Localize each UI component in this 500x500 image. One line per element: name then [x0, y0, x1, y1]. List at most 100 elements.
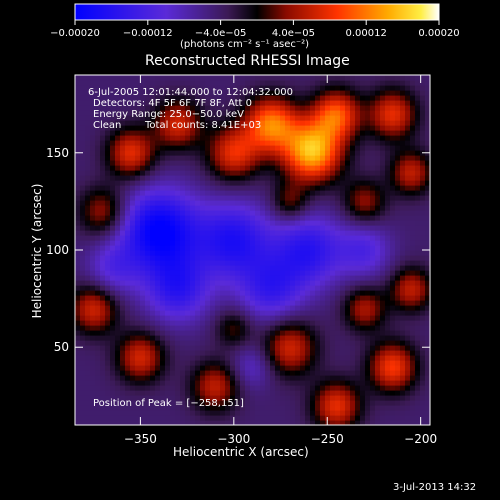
heatmap-cell [290, 75, 296, 81]
heatmap-cell [230, 265, 236, 271]
heatmap-cell [320, 295, 326, 301]
heatmap-cell [175, 95, 181, 101]
heatmap-cell [100, 145, 106, 151]
heatmap-cell [340, 165, 346, 171]
heatmap-cell [280, 180, 286, 186]
heatmap-cell [390, 265, 396, 271]
heatmap-cell [155, 360, 161, 366]
heatmap-cell [245, 340, 251, 346]
heatmap-cell [350, 335, 356, 341]
heatmap-cell [230, 340, 236, 346]
heatmap-cell [420, 165, 426, 171]
heatmap-cell [290, 225, 296, 231]
heatmap-cell [320, 380, 326, 386]
heatmap-cell [145, 115, 151, 121]
heatmap-cell [85, 415, 91, 421]
heatmap-cell [190, 205, 196, 211]
heatmap-cell [100, 250, 106, 256]
heatmap-cell [365, 275, 371, 281]
heatmap-cell [210, 250, 216, 256]
heatmap-cell [155, 390, 161, 396]
heatmap-cell [335, 395, 341, 401]
heatmap-cell [295, 340, 301, 346]
heatmap-cell [290, 240, 296, 246]
heatmap-cell [125, 225, 131, 231]
heatmap-cell [270, 195, 276, 201]
heatmap-cell [290, 385, 296, 391]
heatmap-cell [75, 265, 81, 271]
heatmap-cell [310, 265, 316, 271]
heatmap-cell [270, 225, 276, 231]
heatmap-cell [90, 305, 96, 311]
heatmap-cell [355, 405, 361, 411]
heatmap-cell [250, 110, 256, 116]
heatmap-cell [375, 135, 381, 141]
heatmap-cell [90, 300, 96, 306]
heatmap-cell [105, 135, 111, 141]
heatmap-cell [390, 340, 396, 346]
heatmap-cell [375, 305, 381, 311]
heatmap-cell [135, 160, 141, 166]
heatmap-cell [160, 360, 166, 366]
heatmap-cell [135, 180, 141, 186]
heatmap-cell [360, 350, 366, 356]
heatmap-cell [215, 190, 221, 196]
heatmap-cell [235, 75, 241, 81]
heatmap-cell [325, 80, 331, 86]
heatmap-cell [420, 325, 426, 331]
heatmap-cell [270, 290, 276, 296]
heatmap-cell [285, 335, 291, 341]
heatmap-cell [75, 305, 81, 311]
heatmap-cell [290, 375, 296, 381]
heatmap-cell [150, 380, 156, 386]
heatmap-cell [420, 220, 426, 226]
heatmap-cell [165, 155, 171, 161]
heatmap-cell [115, 210, 121, 216]
heatmap-cell [120, 320, 126, 326]
heatmap-cell [385, 125, 391, 131]
heatmap-cell [320, 120, 326, 126]
heatmap-cell [395, 310, 401, 316]
heatmap-cell [290, 285, 296, 291]
heatmap-cell [235, 155, 241, 161]
heatmap-cell [325, 240, 331, 246]
heatmap-cell [135, 215, 141, 221]
heatmap-cell [285, 170, 291, 176]
heatmap-cell [205, 105, 211, 111]
heatmap-cell [155, 395, 161, 401]
heatmap-cell [245, 80, 251, 86]
heatmap-cell [310, 240, 316, 246]
heatmap-cell [160, 305, 166, 311]
heatmap-cell [145, 305, 151, 311]
heatmap-cell [400, 265, 406, 271]
heatmap-cell [235, 295, 241, 301]
heatmap-cell [360, 145, 366, 151]
heatmap-cell [75, 345, 81, 351]
heatmap-cell [310, 280, 316, 286]
heatmap-cell [320, 195, 326, 201]
heatmap-cell [280, 150, 286, 156]
heatmap-cell [195, 235, 201, 241]
heatmap-cell [230, 185, 236, 191]
heatmap-cell [75, 230, 81, 236]
heatmap-cell [155, 315, 161, 321]
heatmap-cell [310, 210, 316, 216]
heatmap-cell [200, 260, 206, 266]
heatmap-cell [160, 255, 166, 261]
heatmap-cell [130, 350, 136, 356]
heatmap-cell [90, 380, 96, 386]
heatmap-cell [75, 250, 81, 256]
heatmap-cell [260, 410, 266, 416]
heatmap-cell [425, 345, 430, 351]
heatmap-cell [220, 305, 226, 311]
heatmap-cell [320, 270, 326, 276]
heatmap-cell [130, 355, 136, 361]
heatmap-cell [225, 195, 231, 201]
heatmap-cell [85, 205, 91, 211]
heatmap-cell [290, 315, 296, 321]
heatmap-cell [345, 370, 351, 376]
heatmap-cell [215, 230, 221, 236]
heatmap-cell [175, 80, 181, 86]
heatmap-cell [255, 285, 261, 291]
